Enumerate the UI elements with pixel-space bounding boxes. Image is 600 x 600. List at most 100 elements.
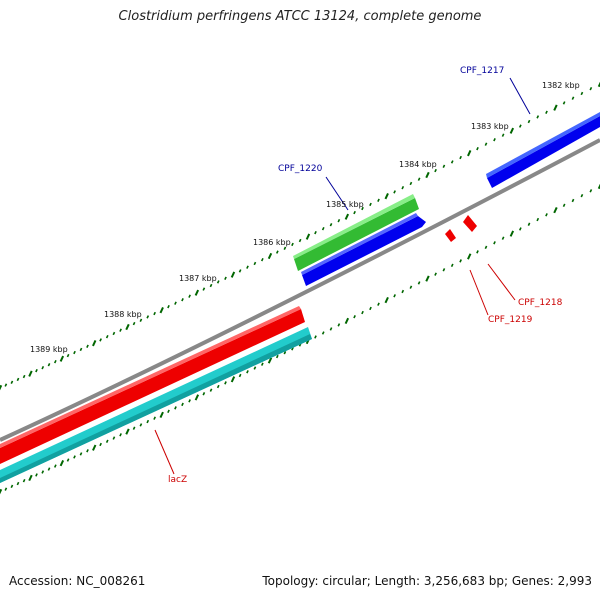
inner-tick bbox=[16, 481, 20, 486]
outer-tick bbox=[442, 164, 446, 168]
leader-cpf-1220 bbox=[325, 176, 349, 211]
outer-tick bbox=[580, 91, 584, 96]
outer-tick bbox=[536, 115, 540, 119]
outer-tick bbox=[291, 242, 294, 247]
inner-tick bbox=[393, 294, 396, 298]
outer-tick bbox=[194, 289, 200, 296]
inner-tick bbox=[47, 467, 51, 471]
gene-cpf-1220[interactable] bbox=[294, 198, 419, 271]
outer-tick bbox=[393, 190, 396, 194]
outer-tick bbox=[202, 287, 206, 291]
inner-tick bbox=[181, 402, 184, 407]
inner-tick bbox=[224, 381, 227, 385]
outer-tick bbox=[92, 340, 97, 347]
gene-features bbox=[0, 112, 600, 483]
inner-tick bbox=[139, 423, 143, 427]
outer-tick bbox=[28, 370, 33, 377]
leader-cpf-1218 bbox=[487, 263, 516, 301]
outer-tick bbox=[230, 271, 236, 278]
outer-tick bbox=[66, 353, 70, 358]
gene-label-cpf-1219[interactable]: CPF_1219 bbox=[488, 315, 533, 325]
label-leader-lines bbox=[154, 77, 531, 475]
gene-cpf-1217[interactable] bbox=[487, 116, 600, 188]
outer-tick bbox=[53, 360, 57, 364]
outer-tick bbox=[459, 155, 462, 160]
inner-tick bbox=[35, 473, 38, 477]
inner-tick bbox=[580, 193, 584, 198]
inner-tick bbox=[589, 189, 593, 193]
outer-tick bbox=[10, 380, 14, 384]
outer-tick bbox=[493, 138, 496, 142]
outer-tick bbox=[35, 368, 38, 373]
inner-tick bbox=[553, 207, 558, 214]
gene-label-lacz[interactable]: lacZ bbox=[168, 475, 187, 485]
inner-tick bbox=[66, 458, 70, 462]
inner-tick bbox=[92, 444, 97, 451]
inner-tick bbox=[188, 399, 191, 403]
inner-tick bbox=[99, 442, 102, 447]
outer-tick bbox=[188, 294, 191, 298]
inner-tick bbox=[401, 289, 405, 294]
gene-label-cpf-1217[interactable]: CPF_1217 bbox=[460, 66, 504, 76]
inner-tick bbox=[562, 203, 566, 207]
scale-label-1385: 1385 kbp bbox=[326, 200, 364, 209]
outer-tick bbox=[344, 213, 350, 220]
outer-tick bbox=[41, 366, 45, 370]
inner-tick bbox=[253, 366, 257, 370]
outer-tick bbox=[181, 298, 184, 302]
outer-tick-ring bbox=[0, 80, 600, 392]
gene-cpf-1218[interactable] bbox=[463, 215, 477, 232]
outer-tick bbox=[361, 206, 364, 211]
inner-tick bbox=[571, 198, 575, 203]
outer-tick bbox=[99, 338, 102, 342]
scale-label-1387: 1387 kbp bbox=[179, 274, 217, 283]
outer-tick bbox=[146, 315, 150, 319]
outer-tick bbox=[329, 223, 333, 227]
inner-tick bbox=[112, 436, 116, 440]
inner-tick-ring bbox=[0, 182, 600, 496]
outer-tick bbox=[209, 283, 213, 288]
inner-tick bbox=[314, 335, 317, 339]
inner-tick bbox=[545, 213, 548, 217]
genome-backbone bbox=[0, 138, 600, 442]
gene-lacz[interactable] bbox=[0, 309, 305, 464]
inner-tick bbox=[450, 263, 454, 268]
outer-tick bbox=[337, 219, 341, 223]
outer-tick bbox=[59, 355, 65, 362]
inner-tick bbox=[41, 470, 45, 474]
accession-text: Accession: NC_008261 bbox=[9, 574, 146, 588]
outer-tick bbox=[518, 124, 522, 128]
inner-tick bbox=[275, 354, 279, 359]
scale-label-1386: 1386 kbp bbox=[253, 238, 291, 247]
inner-tick bbox=[153, 416, 156, 420]
gene-label-cpf-1220[interactable]: CPF_1220 bbox=[278, 164, 323, 174]
inner-tick bbox=[536, 217, 540, 222]
gene-cpf-1219[interactable] bbox=[445, 229, 456, 242]
outer-tick bbox=[224, 276, 227, 280]
outer-tick bbox=[305, 233, 311, 240]
inner-tick bbox=[353, 315, 356, 319]
outer-tick bbox=[384, 193, 389, 200]
inner-tick bbox=[86, 449, 89, 453]
outer-tick bbox=[105, 335, 109, 339]
inner-tick bbox=[174, 406, 177, 410]
gene-cyan-reverse-dark bbox=[0, 334, 312, 483]
outer-tick bbox=[553, 104, 558, 111]
inner-tick bbox=[59, 460, 65, 467]
gene-blue-forward[interactable] bbox=[302, 216, 426, 286]
inner-tick bbox=[132, 426, 136, 430]
outer-tick bbox=[174, 301, 177, 305]
outer-tick bbox=[401, 186, 405, 190]
outer-tick bbox=[501, 133, 505, 137]
inner-tick bbox=[409, 285, 413, 289]
outer-tick bbox=[132, 321, 136, 326]
inner-tick bbox=[230, 376, 236, 383]
gene-label-cpf-1218[interactable]: CPF_1218 bbox=[518, 298, 563, 308]
inner-tick bbox=[344, 317, 350, 325]
leader-cpf-1217 bbox=[509, 77, 531, 115]
inner-tick bbox=[425, 275, 430, 282]
gene-cpf-1220-top bbox=[293, 194, 415, 259]
outer-tick bbox=[562, 101, 566, 105]
